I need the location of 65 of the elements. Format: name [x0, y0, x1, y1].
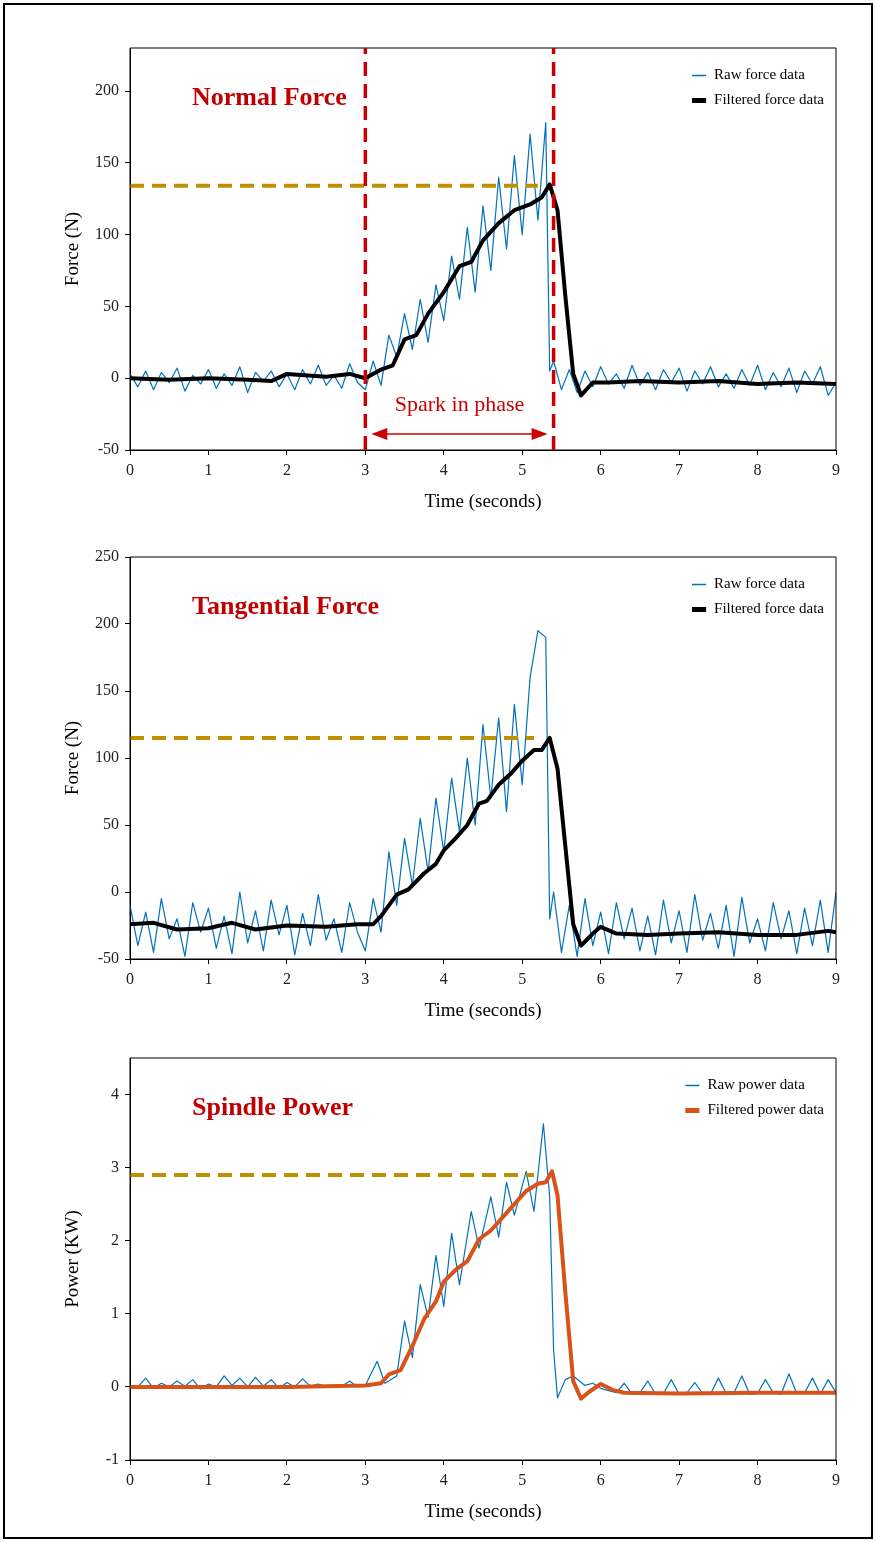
y-tick-label: 0	[111, 368, 119, 386]
x-tick-label: 1	[204, 1470, 213, 1488]
x-tick-label: 4	[439, 460, 448, 478]
x-tick-label: 8	[753, 969, 762, 987]
y-tick-label: 200	[95, 81, 119, 99]
legend-label: Raw power data	[707, 1076, 806, 1093]
y-axis-title: Power (KW)	[61, 1210, 84, 1308]
y-axis-title: Force (N)	[61, 211, 84, 287]
y-tick-label: 0	[111, 882, 119, 900]
x-tick-label: 7	[675, 1470, 684, 1488]
y-tick-label: 2	[111, 1230, 119, 1248]
x-tick-label: 4	[439, 969, 448, 987]
y-tick-label: -50	[97, 440, 119, 458]
y-axis-title: Force (N)	[61, 720, 84, 796]
x-tick-label: 5	[518, 460, 527, 478]
x-tick-label: 1	[204, 460, 213, 478]
x-tick-label: 3	[361, 1470, 370, 1488]
x-tick-label: 1	[204, 969, 213, 987]
legend-label: Filtered force data	[714, 91, 825, 108]
x-tick-label: 3	[361, 969, 370, 987]
y-tick-label: 150	[95, 153, 119, 171]
y-tick-label: 150	[95, 681, 119, 699]
x-tick-label: 7	[675, 460, 684, 478]
x-tick-label: 2	[282, 460, 291, 478]
text: Tangential Force	[192, 590, 380, 620]
x-tick-label: 0	[126, 460, 134, 478]
x-tick-label: 9	[832, 1470, 840, 1488]
x-tick-label: 2	[282, 1470, 291, 1488]
x-tick-label: 6	[596, 460, 605, 478]
x-tick-label: 6	[596, 969, 605, 987]
x-tick-label: 8	[753, 1470, 762, 1488]
x-tick-label: 0	[126, 969, 134, 987]
y-tick-label: 3	[111, 1157, 119, 1175]
y-tick-label: 0	[111, 1377, 119, 1395]
x-tick-label: 9	[832, 460, 840, 478]
x-tick-label: 9	[832, 969, 840, 987]
legend-label: Filtered power data	[707, 1101, 825, 1118]
y-tick-label: 100	[95, 748, 119, 766]
y-tick-label: 50	[103, 296, 119, 314]
x-axis-title: Time (seconds)	[424, 998, 542, 1021]
y-tick-label: 250	[95, 547, 119, 565]
text: Spindle Power	[192, 1091, 354, 1121]
y-tick-label: 1	[111, 1304, 119, 1322]
x-tick-label: 7	[675, 969, 684, 987]
y-tick-label: 200	[95, 614, 119, 632]
x-tick-label: 8	[753, 460, 762, 478]
x-tick-label: 2	[282, 969, 291, 987]
legend-label: Raw force data	[714, 66, 806, 83]
y-tick-label: 4	[111, 1084, 119, 1102]
y-tick-label: 50	[103, 815, 119, 833]
text: Normal Force	[192, 81, 347, 111]
x-tick-label: 4	[439, 1470, 448, 1488]
x-axis-title: Time (seconds)	[424, 489, 542, 512]
y-tick-label: -1	[105, 1450, 119, 1468]
legend-label: Filtered force data	[714, 600, 825, 617]
x-tick-label: 0	[126, 1470, 134, 1488]
x-tick-label: 3	[361, 460, 370, 478]
x-tick-label: 6	[596, 1470, 605, 1488]
x-tick-label: 5	[518, 1470, 527, 1488]
legend-label: Raw force data	[714, 575, 806, 592]
y-tick-label: 100	[95, 224, 119, 242]
x-tick-label: 5	[518, 969, 527, 987]
y-tick-label: -50	[97, 949, 119, 967]
annotation: Spark in phase	[394, 390, 525, 416]
x-axis-title: Time (seconds)	[424, 1499, 542, 1522]
